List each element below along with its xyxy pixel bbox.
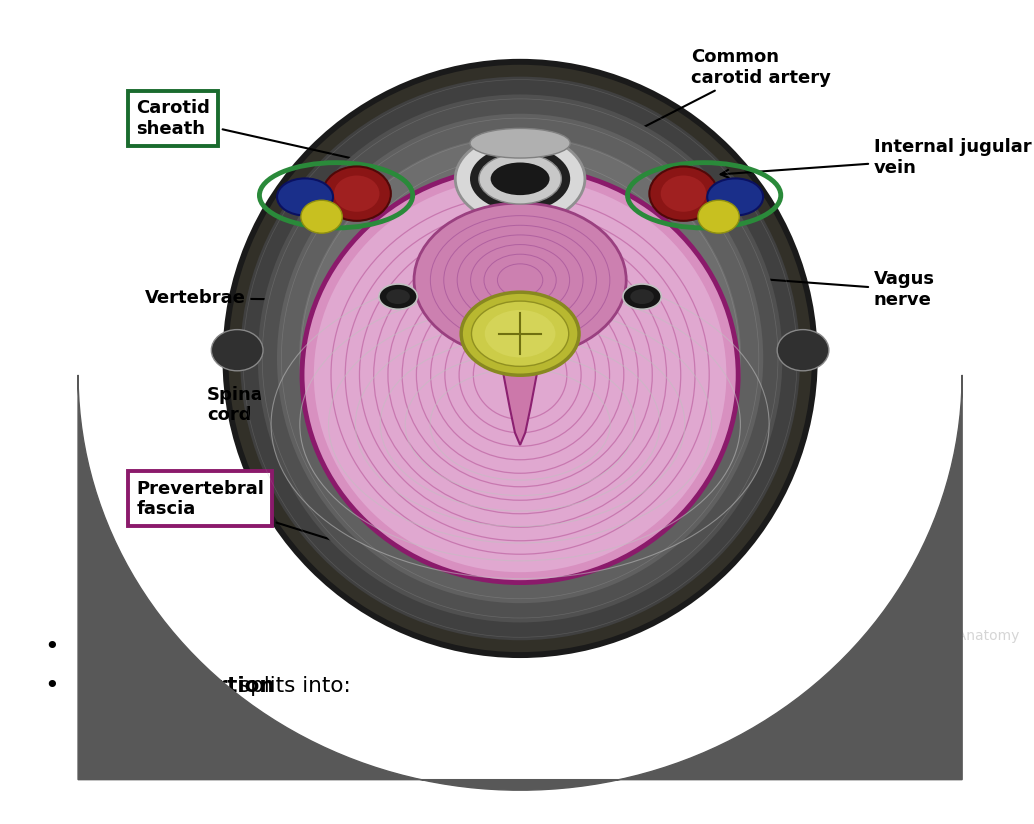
Ellipse shape (631, 289, 653, 304)
Circle shape (661, 176, 706, 212)
Text: splits into:: splits into: (232, 676, 351, 695)
Text: •: • (44, 634, 59, 659)
Text: ©  TeachMeAnatomy: © TeachMeAnatomy (874, 630, 1020, 643)
Text: Vertebrae: Vertebrae (145, 289, 400, 307)
Ellipse shape (485, 310, 555, 358)
Ellipse shape (277, 179, 333, 216)
Text: o: o (120, 747, 131, 765)
Ellipse shape (299, 136, 741, 581)
Ellipse shape (222, 59, 818, 658)
Polygon shape (497, 325, 543, 445)
Ellipse shape (472, 301, 569, 367)
Circle shape (211, 330, 263, 371)
Ellipse shape (378, 284, 418, 309)
Ellipse shape (707, 179, 763, 216)
Text: •: • (44, 673, 59, 698)
Text: layer: layer (269, 747, 330, 766)
Ellipse shape (622, 284, 662, 309)
Circle shape (778, 330, 829, 371)
Circle shape (649, 166, 718, 221)
Ellipse shape (470, 129, 570, 158)
Ellipse shape (470, 146, 570, 212)
Ellipse shape (414, 203, 627, 358)
Ellipse shape (240, 77, 800, 640)
Ellipse shape (257, 95, 783, 622)
Circle shape (323, 166, 391, 221)
Ellipse shape (277, 114, 763, 603)
Ellipse shape (490, 162, 550, 195)
Ellipse shape (313, 178, 726, 572)
Text: Prevertebral
fascia: Prevertebral fascia (136, 480, 414, 567)
Circle shape (698, 200, 739, 233)
Text: Vagus
nerve: Vagus nerve (748, 270, 935, 309)
Text: Prevertebral: Prevertebral (153, 747, 306, 766)
Text: o: o (120, 712, 131, 730)
Ellipse shape (229, 65, 812, 652)
Text: Common
carotid artery: Common carotid artery (594, 48, 830, 152)
Ellipse shape (302, 167, 738, 583)
Circle shape (334, 176, 379, 212)
Polygon shape (79, 375, 962, 790)
Text: Anterior portion: Anterior portion (79, 676, 274, 695)
Text: Carotid
sheath: Carotid sheath (136, 99, 375, 166)
Ellipse shape (461, 293, 579, 375)
Ellipse shape (479, 153, 561, 204)
Circle shape (301, 200, 342, 233)
Ellipse shape (455, 134, 585, 223)
Ellipse shape (387, 289, 409, 304)
Text: Spinal
cord: Spinal cord (207, 386, 454, 424)
Text: Alar: Alar (153, 711, 202, 731)
Text: layer: layer (192, 711, 253, 731)
Text: Internal jugular
vein: Internal jugular vein (721, 138, 1031, 178)
